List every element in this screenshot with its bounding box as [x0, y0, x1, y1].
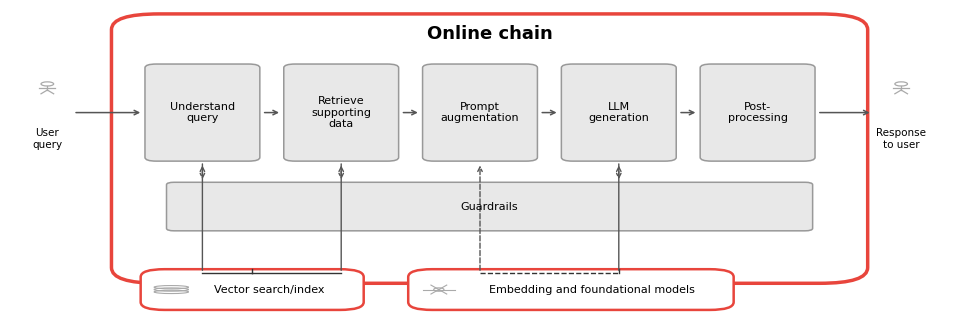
- FancyBboxPatch shape: [700, 64, 815, 161]
- Text: Response
to user: Response to user: [876, 128, 926, 150]
- FancyBboxPatch shape: [422, 64, 538, 161]
- FancyBboxPatch shape: [145, 64, 260, 161]
- FancyBboxPatch shape: [111, 14, 868, 283]
- Text: Vector search/index: Vector search/index: [214, 284, 324, 295]
- Text: Embedding and foundational models: Embedding and foundational models: [489, 284, 695, 295]
- Text: User
query: User query: [33, 128, 62, 150]
- Text: Online chain: Online chain: [426, 25, 552, 43]
- FancyBboxPatch shape: [141, 269, 364, 310]
- Text: LLM
generation: LLM generation: [588, 102, 649, 123]
- Text: Post-
processing: Post- processing: [728, 102, 787, 123]
- FancyBboxPatch shape: [408, 269, 733, 310]
- Text: Prompt
augmentation: Prompt augmentation: [441, 102, 519, 123]
- Text: Guardrails: Guardrails: [461, 202, 518, 211]
- FancyBboxPatch shape: [562, 64, 676, 161]
- Text: Retrieve
supporting
data: Retrieve supporting data: [311, 96, 372, 129]
- Text: Understand
query: Understand query: [170, 102, 235, 123]
- FancyBboxPatch shape: [166, 182, 812, 231]
- FancyBboxPatch shape: [284, 64, 398, 161]
